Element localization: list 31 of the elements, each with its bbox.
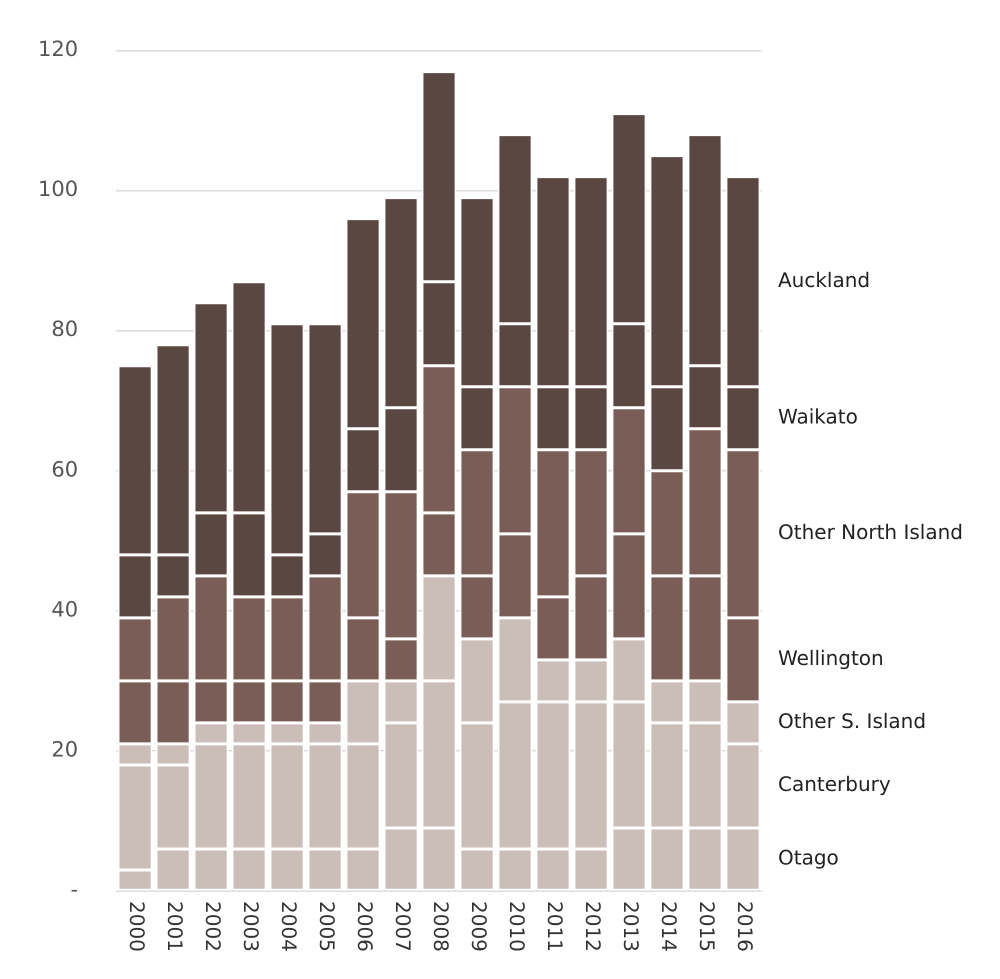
series-label: Otago — [778, 846, 839, 870]
y-tick-label: 100 — [38, 177, 78, 202]
series-label: Canterbury — [778, 772, 891, 796]
x-tick-label: 2007 — [390, 901, 415, 952]
y-tick-label: - — [70, 877, 78, 902]
x-tick-label: 2002 — [200, 901, 225, 952]
y-tick-label: 120 — [38, 37, 78, 62]
series-label: Other North Island — [778, 520, 963, 544]
x-tick-label: 2011 — [542, 901, 567, 952]
y-tick-label: 20 — [51, 737, 78, 762]
x-tick-label: 2013 — [618, 901, 643, 952]
y-tick-label: 40 — [51, 597, 78, 622]
x-tick-label: 2003 — [238, 901, 263, 952]
x-tick-label: 2010 — [504, 901, 529, 952]
x-tick-label: 2016 — [732, 901, 757, 952]
y-tick-label: 60 — [51, 457, 78, 482]
x-tick-label: 2006 — [352, 901, 377, 952]
x-tick-label: 2014 — [656, 901, 681, 952]
x-tick-label: 2009 — [466, 901, 491, 952]
x-tick-label: 2004 — [276, 901, 301, 952]
x-tick-label: 2001 — [162, 901, 187, 952]
x-tick-label: 2012 — [580, 901, 605, 952]
series-label: Other S. Island — [778, 709, 926, 734]
x-tick-label: 2005 — [314, 901, 339, 952]
y-tick-label: 80 — [51, 317, 78, 342]
series-label: Waikato — [778, 404, 858, 428]
x-tick-label: 2015 — [694, 901, 719, 952]
x-tick-label: 2000 — [124, 901, 149, 952]
x-tick-label: 2008 — [428, 901, 453, 952]
series-label: Auckland — [778, 268, 870, 292]
series-label: Wellington — [778, 646, 884, 670]
